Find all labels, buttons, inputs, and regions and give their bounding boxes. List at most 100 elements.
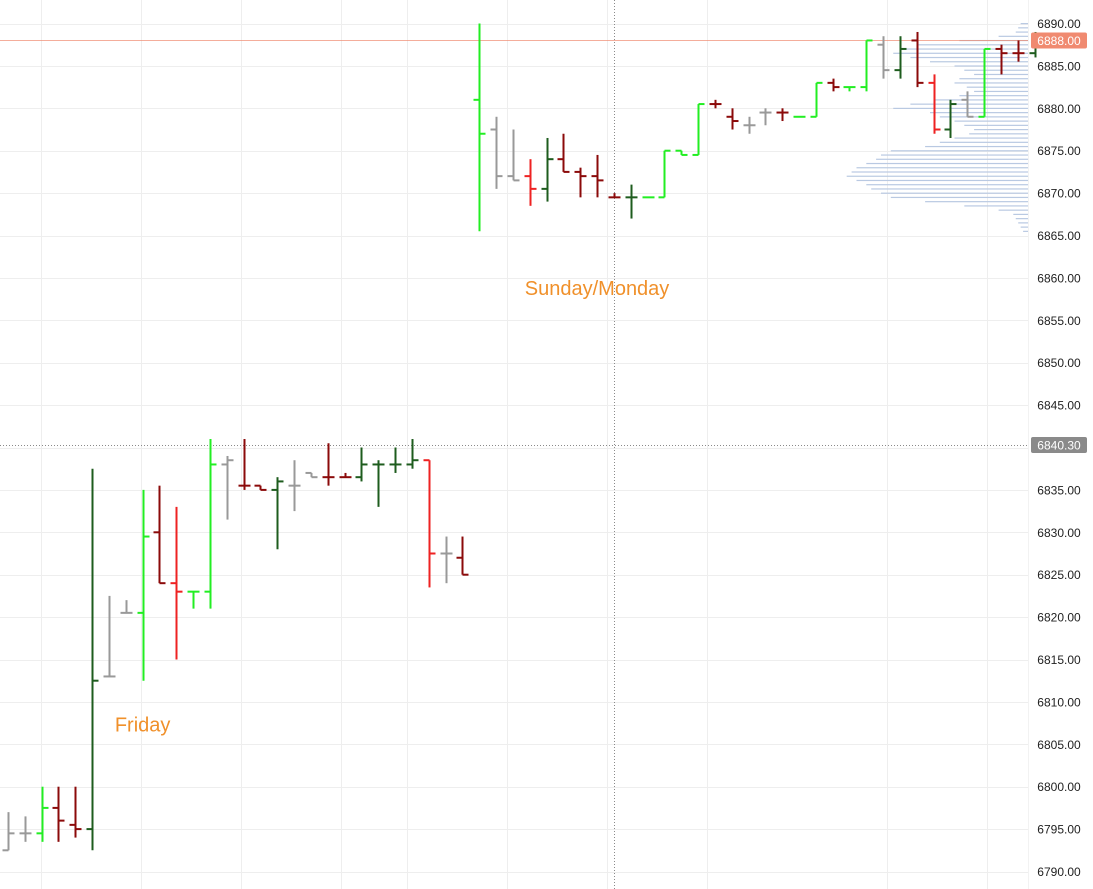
volume-profile-level bbox=[846, 175, 1028, 177]
ohlc-bar bbox=[204, 439, 217, 609]
volume-profile-level bbox=[925, 145, 1028, 148]
volume-profile-level bbox=[974, 90, 1028, 93]
ohlc-bar bbox=[355, 447, 368, 482]
ohlc-bar bbox=[978, 47, 991, 118]
price-axis-tick-label: 6790.00 bbox=[1037, 865, 1081, 879]
ohlc-bar bbox=[170, 506, 183, 660]
ohlc-bar bbox=[288, 460, 301, 512]
ohlc-bar bbox=[726, 108, 739, 130]
volume-profile-level bbox=[1023, 230, 1028, 232]
volume-profile-level bbox=[974, 73, 1028, 76]
price-axis-tick-label: 6855.00 bbox=[1037, 314, 1081, 328]
price-badge-label: 6888.00 bbox=[1037, 34, 1081, 48]
ohlc-bar bbox=[339, 472, 352, 479]
volume-profile-level bbox=[851, 171, 1028, 173]
ohlc-bars bbox=[2, 23, 1042, 852]
ohlc-bar bbox=[675, 149, 688, 156]
session-label: Friday bbox=[115, 715, 171, 737]
volume-profile bbox=[846, 23, 1028, 232]
session-labels: Friday Sunday/Monday bbox=[115, 278, 669, 737]
price-axis-tick-label: 6845.00 bbox=[1037, 399, 1081, 413]
volume-profile-level bbox=[925, 201, 1028, 203]
price-axis-tick-label: 6800.00 bbox=[1037, 780, 1081, 794]
volume-profile-level bbox=[881, 154, 1028, 156]
ohlc-bar bbox=[305, 471, 318, 479]
volume-profile-level bbox=[959, 78, 1028, 80]
volume-profile-level bbox=[939, 141, 1028, 143]
volume-profile-level bbox=[1013, 213, 1028, 215]
volume-profile-level bbox=[930, 61, 1028, 63]
volume-profile-level bbox=[930, 112, 1028, 114]
price-badge bbox=[1031, 32, 1087, 49]
price-axis-tick-label: 6865.00 bbox=[1037, 229, 1081, 243]
ohlc-bar bbox=[524, 159, 537, 206]
volume-profile-level bbox=[866, 184, 1028, 186]
volume-profile-level bbox=[1015, 31, 1028, 33]
volume-profile-level bbox=[934, 99, 1028, 101]
ohlc-bar bbox=[995, 44, 1008, 75]
ohlc-bar bbox=[1012, 40, 1025, 62]
ohlc-bar bbox=[911, 31, 924, 88]
price-axis-tick-label: 6810.00 bbox=[1037, 695, 1081, 709]
price-axis-tick-label: 6890.00 bbox=[1037, 17, 1081, 31]
ohlc-bar bbox=[557, 133, 570, 173]
volume-profile-level bbox=[856, 179, 1028, 182]
ohlc-bar bbox=[86, 468, 99, 851]
ohlc-bar bbox=[238, 439, 251, 490]
ohlc-bar bbox=[254, 484, 267, 491]
ohlc-bar bbox=[187, 590, 200, 609]
volume-profile-level bbox=[964, 205, 1028, 207]
volume-profile-level bbox=[998, 209, 1028, 211]
price-axis[interactable]: 6890.00 6885.00 6880.00 6875.00 6870.00 6865.… bbox=[1028, 0, 1088, 889]
price-axis-tick-label: 6815.00 bbox=[1037, 653, 1081, 667]
ohlc-bar bbox=[877, 36, 890, 79]
ohlc-bar bbox=[810, 81, 823, 118]
ohlc-bar bbox=[322, 443, 335, 486]
volume-profile-level bbox=[1020, 23, 1028, 25]
volume-profile-level bbox=[959, 95, 1028, 97]
price-axis-tick-label: 6870.00 bbox=[1037, 187, 1081, 201]
volume-profile-level bbox=[1020, 226, 1028, 228]
price-axis-tick-label: 6850.00 bbox=[1037, 356, 1081, 370]
ohlc-bar bbox=[372, 460, 385, 507]
ohlc-bar bbox=[389, 447, 402, 473]
ohlc-bar bbox=[692, 103, 705, 156]
volume-profile-level bbox=[910, 56, 1028, 59]
volume-profile-level bbox=[954, 65, 1028, 67]
ohlc-bar bbox=[490, 116, 503, 189]
ohlc-bar bbox=[961, 91, 974, 118]
volume-profile-level bbox=[856, 167, 1028, 169]
ohlc-bar bbox=[574, 167, 587, 198]
ohlc-bar bbox=[860, 39, 873, 92]
ohlc-bar bbox=[36, 786, 49, 842]
volume-profile-level bbox=[881, 192, 1028, 194]
ohlc-bar bbox=[440, 536, 453, 584]
price-badge-label: 6840.30 bbox=[1037, 438, 1081, 452]
price-axis-tick-label: 6820.00 bbox=[1037, 611, 1081, 625]
price-axis-tick-label: 6795.00 bbox=[1037, 823, 1081, 837]
ohlc-bar bbox=[658, 149, 671, 199]
ohlc-bar bbox=[2, 812, 15, 852]
volume-profile-level bbox=[876, 158, 1028, 160]
volume-profile-level bbox=[890, 196, 1028, 199]
price-axis-tick-label: 6860.00 bbox=[1037, 271, 1081, 285]
volume-profile-level bbox=[890, 150, 1028, 152]
ohlc-bar bbox=[153, 485, 166, 585]
ohlc-bar bbox=[827, 78, 840, 92]
ohlc-bar bbox=[423, 459, 436, 588]
volume-profile-level bbox=[1015, 218, 1028, 220]
ohlc-bar bbox=[19, 816, 32, 842]
volume-profile-level bbox=[866, 162, 1028, 165]
chart-grid bbox=[0, 0, 1028, 889]
ohlc-bar bbox=[541, 137, 554, 202]
ohlc-bar bbox=[776, 108, 789, 122]
volume-profile-level bbox=[969, 133, 1028, 135]
session-label: Sunday/Monday bbox=[525, 278, 670, 300]
ohlc-bar bbox=[894, 36, 907, 79]
price-axis-tick-label: 6835.00 bbox=[1037, 483, 1081, 497]
volume-profile-level bbox=[954, 120, 1028, 122]
ohlc-bar bbox=[928, 74, 941, 134]
volume-profile-level bbox=[893, 107, 1028, 109]
ohlc-bar bbox=[507, 129, 520, 182]
